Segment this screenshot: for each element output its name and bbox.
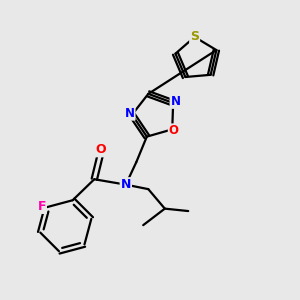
Text: N: N [171, 95, 181, 108]
Text: S: S [190, 31, 199, 44]
Text: F: F [38, 200, 46, 213]
Text: O: O [96, 143, 106, 156]
Text: O: O [169, 124, 179, 137]
Text: N: N [124, 107, 135, 120]
Text: N: N [121, 178, 131, 191]
